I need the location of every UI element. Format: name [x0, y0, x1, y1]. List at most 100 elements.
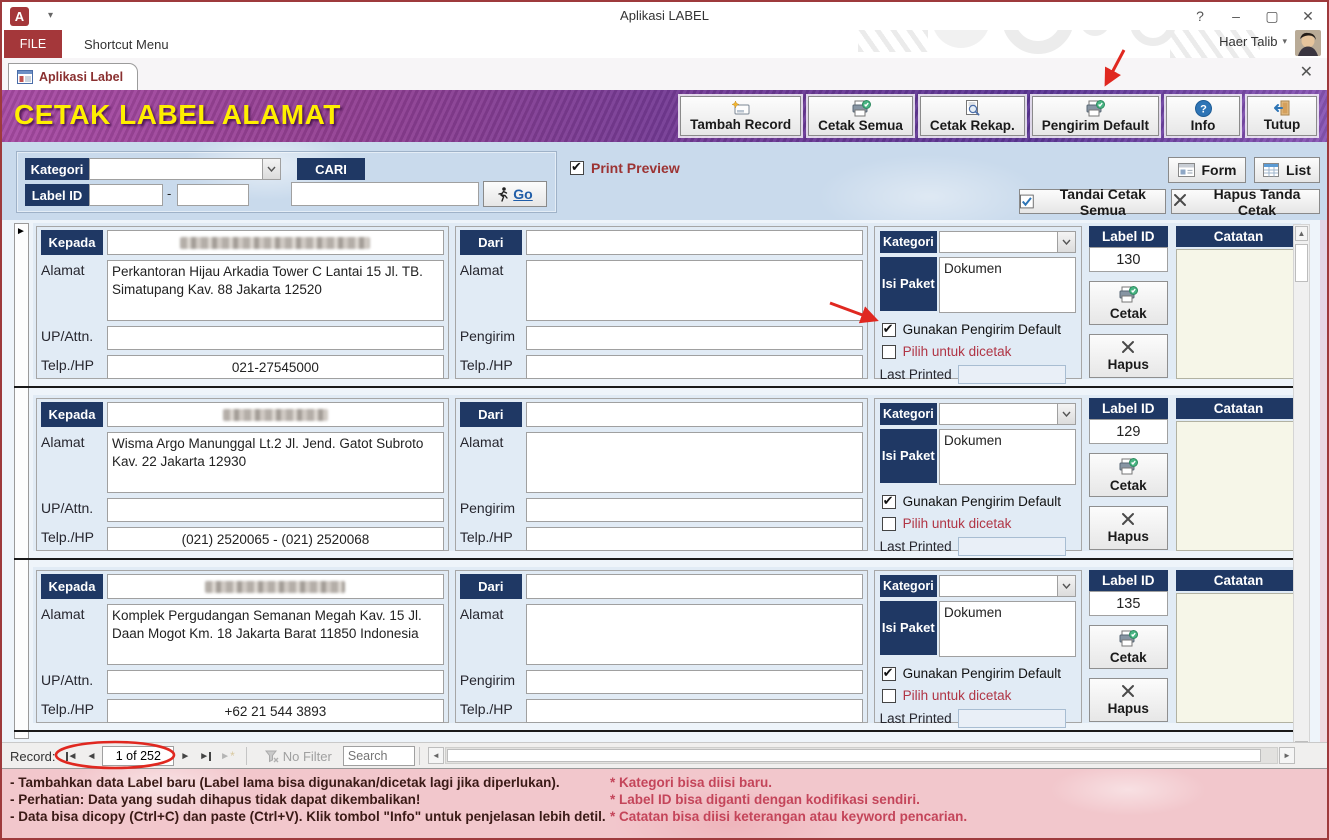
- cetak-semua-button[interactable]: Cetak Semua: [808, 96, 913, 136]
- hapus-button[interactable]: Hapus: [1088, 678, 1168, 722]
- combo-dropdown-icon[interactable]: [262, 159, 280, 179]
- pengirim-telp-field[interactable]: [525, 527, 863, 551]
- up-attn-field[interactable]: [107, 326, 444, 350]
- record-selector-column[interactable]: ►: [14, 223, 29, 739]
- alamat-field[interactable]: Komplek Pergudangan Semanan Megah Kav. 1…: [107, 604, 444, 665]
- list-view-button[interactable]: List: [1254, 157, 1320, 183]
- label-id-to-field[interactable]: [177, 184, 249, 206]
- first-record-button[interactable]: ◄: [65, 750, 78, 762]
- pengirim-field[interactable]: [525, 326, 863, 350]
- scroll-up-icon[interactable]: ▲: [1295, 226, 1308, 241]
- horizontal-scroll-thumb[interactable]: [447, 749, 1262, 762]
- up-attn-field[interactable]: [107, 670, 444, 694]
- isi-paket-field[interactable]: Dokumen: [939, 429, 1076, 485]
- maximize-button[interactable]: ▢: [1265, 7, 1279, 24]
- vertical-scroll-thumb[interactable]: [1295, 244, 1308, 282]
- isi-paket-field[interactable]: Dokumen: [939, 257, 1076, 313]
- cetak-rekap-button[interactable]: Cetak Rekap.: [919, 96, 1025, 136]
- checkbox-icon[interactable]: [881, 665, 896, 681]
- kategori-combo[interactable]: [939, 403, 1076, 425]
- account-menu[interactable]: Haer Talib ▾: [1219, 34, 1287, 49]
- form-view-button[interactable]: Form: [1168, 157, 1246, 183]
- new-record-button[interactable]: ► *: [220, 749, 235, 763]
- last-printed-field[interactable]: [957, 365, 1066, 384]
- dari-field[interactable]: [525, 402, 863, 427]
- alamat-field[interactable]: Perkantoran Hijau Arkadia Tower C Lantai…: [107, 260, 444, 321]
- dari-field[interactable]: [525, 230, 863, 255]
- scroll-right-icon[interactable]: ►: [1279, 747, 1295, 764]
- cetak-button[interactable]: Cetak: [1088, 453, 1168, 497]
- hapus-button[interactable]: Hapus: [1088, 334, 1168, 378]
- pengirim-telp-field[interactable]: [525, 699, 863, 723]
- isi-paket-field[interactable]: Dokumen: [939, 601, 1076, 657]
- vertical-scrollbar[interactable]: ▲ ▼: [1293, 224, 1310, 758]
- quick-access-toolbar-arrow[interactable]: ▾: [48, 10, 54, 21]
- last-printed-field[interactable]: [957, 537, 1066, 556]
- checkbox-icon[interactable]: [881, 321, 896, 337]
- tab-close-icon[interactable]: ✕: [1299, 64, 1313, 81]
- pilih-dicetak-checkbox[interactable]: Pilih untuk dicetak: [881, 688, 1076, 703]
- hapus-tanda-cetak-button[interactable]: Hapus Tanda Cetak: [1171, 186, 1320, 218]
- dari-alamat-field[interactable]: [525, 432, 863, 493]
- hapus-button[interactable]: Hapus: [1088, 506, 1168, 550]
- pengirim-default-button[interactable]: Pengirim Default: [1031, 96, 1159, 136]
- telp-field[interactable]: +62 21 544 3893: [107, 699, 444, 723]
- combo-dropdown-icon[interactable]: [1056, 404, 1075, 424]
- kategori-combo[interactable]: [939, 231, 1076, 253]
- kategori-filter-combo[interactable]: [89, 158, 281, 180]
- dari-alamat-field[interactable]: [525, 260, 863, 321]
- print-preview-checkbox[interactable]: Print Preview: [570, 159, 680, 176]
- gunakan-default-checkbox[interactable]: Gunakan Pengirim Default: [881, 665, 1076, 681]
- scroll-left-icon[interactable]: ◄: [428, 747, 444, 764]
- label-id-field[interactable]: 130: [1088, 247, 1168, 272]
- tab-aplikasi-label[interactable]: Aplikasi Label: [8, 63, 139, 90]
- help-button[interactable]: ?: [1196, 8, 1204, 24]
- close-button[interactable]: ✕: [1302, 7, 1314, 24]
- checkbox-icon[interactable]: [881, 688, 896, 703]
- minimize-button[interactable]: –: [1232, 8, 1240, 24]
- label-id-field[interactable]: 129: [1088, 419, 1168, 444]
- record-position-box[interactable]: [102, 746, 175, 766]
- info-button[interactable]: ? Info: [1166, 96, 1240, 136]
- telp-field[interactable]: (021) 2520065 - (021) 2520068: [107, 527, 444, 551]
- cetak-button[interactable]: Cetak: [1088, 625, 1168, 669]
- pengirim-telp-field[interactable]: [525, 355, 863, 379]
- previous-record-button[interactable]: ◄: [86, 750, 97, 762]
- combo-dropdown-icon[interactable]: [1056, 576, 1075, 596]
- gunakan-default-checkbox[interactable]: Gunakan Pengirim Default: [881, 321, 1076, 337]
- last-printed-field[interactable]: [957, 709, 1066, 728]
- pilih-dicetak-checkbox[interactable]: Pilih untuk dicetak: [881, 344, 1076, 359]
- shortcut-menu-tab[interactable]: Shortcut Menu: [84, 36, 169, 52]
- label-id-field[interactable]: 135: [1088, 591, 1168, 616]
- tambah-record-button[interactable]: Tambah Record: [680, 96, 802, 136]
- catatan-field[interactable]: [1176, 249, 1302, 379]
- dari-alamat-field[interactable]: [525, 604, 863, 665]
- checkbox-icon[interactable]: [881, 516, 896, 531]
- file-tab[interactable]: FILE: [4, 30, 62, 58]
- kepada-field[interactable]: [107, 230, 444, 255]
- pengirim-field[interactable]: [525, 498, 863, 522]
- checkbox-icon[interactable]: [570, 159, 584, 175]
- pilih-dicetak-checkbox[interactable]: Pilih untuk dicetak: [881, 516, 1076, 531]
- dari-field[interactable]: [525, 574, 863, 599]
- up-attn-field[interactable]: [107, 498, 444, 522]
- cari-search-field[interactable]: [291, 182, 479, 206]
- kepada-field[interactable]: [107, 402, 444, 427]
- last-record-button[interactable]: ►: [199, 750, 212, 762]
- alamat-field[interactable]: Wisma Argo Manunggal Lt.2 Jl. Jend. Gato…: [107, 432, 444, 493]
- next-record-button[interactable]: ►: [180, 750, 191, 762]
- checkbox-icon[interactable]: [881, 344, 896, 359]
- no-filter-indicator[interactable]: No Filter: [264, 749, 332, 764]
- go-button[interactable]: Go: [483, 181, 547, 207]
- catatan-field[interactable]: [1176, 421, 1302, 551]
- record-search-input[interactable]: [342, 746, 415, 766]
- label-id-from-field[interactable]: [89, 184, 163, 206]
- horizontal-scrollbar[interactable]: ◄ ►: [414, 746, 1295, 765]
- pengirim-field[interactable]: [525, 670, 863, 694]
- gunakan-default-checkbox[interactable]: Gunakan Pengirim Default: [881, 493, 1076, 509]
- user-avatar[interactable]: [1295, 30, 1321, 56]
- tutup-button[interactable]: Tutup: [1247, 96, 1317, 136]
- catatan-field[interactable]: [1176, 593, 1302, 723]
- cetak-button[interactable]: Cetak: [1088, 281, 1168, 325]
- kategori-combo[interactable]: [939, 575, 1076, 597]
